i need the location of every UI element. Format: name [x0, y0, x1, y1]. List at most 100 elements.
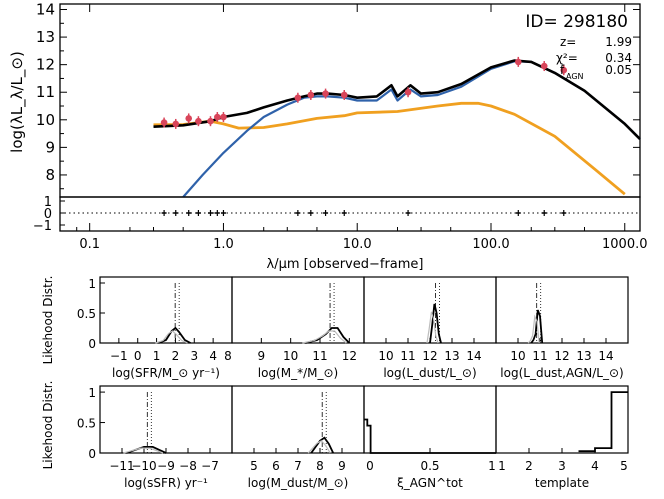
likelihood-y-tick-label: 1 [88, 386, 96, 400]
likelihood-x-tick-label: 5 [250, 459, 258, 473]
sed-x-tick-label: 1000.0 [602, 237, 648, 252]
sed-y-tick-label: 10 [36, 111, 55, 129]
likelihood-x-tick-label: 1 [153, 349, 161, 363]
likelihood-x-axis-label: log(SFR/M_⊙ yr⁻¹) [112, 366, 220, 380]
likelihood-x-tick-label: 0 [366, 459, 374, 473]
photometry-point [340, 89, 348, 100]
likelihood-prior-histogram [123, 447, 164, 454]
residual-point [341, 210, 347, 216]
likelihood-x-tick-label: 2 [172, 349, 180, 363]
sed-photometry [160, 56, 568, 129]
likelihood-frame [231, 385, 365, 454]
sed-chi2-value: 0.34 [605, 51, 632, 65]
sed-x-ticks: 0.1 1.0 10.0 100.0 1000.0 [76, 4, 648, 252]
likelihood-prior-histogram [302, 330, 347, 344]
residual-point [515, 210, 521, 216]
likelihood-frame [231, 276, 365, 344]
photometry-point [294, 92, 302, 103]
likelihood-x-tick-label: 11 [400, 349, 415, 363]
sed-y-tick-label: 14 [36, 1, 55, 19]
residual-y-tick-label: 0 [44, 207, 52, 222]
photometry-point [540, 61, 548, 72]
likelihood-x-tick-label: 14 [466, 349, 481, 363]
likelihood-histogram [429, 303, 442, 344]
likelihood-x-tick-label: 8 [224, 349, 232, 363]
likelihood-y-label-bottom: Likehood Distr. [41, 381, 55, 470]
residual-point [207, 210, 213, 216]
likelihood-x-tick-label: 3 [558, 459, 566, 473]
sed-panel: 14 13 12 11 10 9 8 ID= 298180 z= 1.99 χ²= 0.34… [8, 1, 641, 198]
sed-curves [153, 59, 641, 198]
likelihood-x-tick-label: 14 [598, 349, 613, 363]
photometry-point [404, 87, 412, 98]
likelihood-x-tick-label: 7 [294, 459, 302, 473]
sed-y-tick-label: 11 [36, 83, 55, 101]
likelihood-x-axis-label: log(L_dust,AGN/L_⊙) [500, 366, 623, 380]
sed-x-tick-label: 10.0 [343, 237, 372, 252]
residual-points [161, 210, 567, 216]
likelihood-histogram [578, 391, 628, 453]
residual-frame [59, 196, 641, 232]
likelihood-prior-histogram [155, 330, 188, 344]
sed-y-ticks: 14 13 12 11 10 9 8 [36, 1, 640, 190]
likelihood-x-tick-label: 1 [498, 459, 506, 473]
likelihood-x-tick-label: 4 [209, 349, 217, 363]
likelihood-histogram [364, 418, 496, 454]
residual-y-tick-label: −1 [33, 219, 52, 234]
likelihood-frame [99, 276, 233, 344]
likelihood-x-tick-label: 6 [272, 459, 280, 473]
likelihood-x-tick-label: −8 [179, 459, 197, 473]
likelihood-frame [363, 385, 497, 454]
likelihood-panel: 1 2 3 4 5 template [495, 385, 629, 490]
photometry-point [195, 116, 202, 127]
sed-chi2-label: χ²= [556, 51, 578, 65]
likelihood-panel: 0 0.5 1 ξ_AGN^tot [363, 385, 497, 490]
sed-curve-orange [153, 101, 626, 196]
likelihood-panel: 9 10 11 12 log(M_*/M_⊙) [231, 276, 365, 380]
residual-point [541, 210, 547, 216]
sed-x-tick-label: 100.0 [472, 237, 509, 252]
sed-y-tick-label: 8 [45, 166, 55, 184]
photometry-point [172, 118, 180, 129]
likelihood-x-tick-label: 1 [488, 459, 496, 473]
sed-fagn-label: f [560, 63, 565, 77]
photometry-point [220, 112, 227, 123]
sed-fagn-sub: AGN [566, 72, 584, 81]
sed-id-label: ID= 298180 [525, 12, 628, 32]
photometry-point [514, 56, 522, 67]
sed-fagn-value: 0.05 [605, 63, 632, 77]
sed-y-axis-label: log(λL_λ/L_⊙) [8, 51, 27, 153]
sed-z-value: 1.99 [605, 35, 632, 49]
likelihood-x-tick-label: −10 [131, 459, 156, 473]
likelihood-x-tick-label: 13 [444, 349, 459, 363]
residual-point [195, 210, 201, 216]
likelihood-x-tick-label: −1 [110, 349, 128, 363]
sed-y-tick-label: 12 [36, 56, 55, 74]
likelihood-x-tick-label: 0 [134, 349, 142, 363]
likelihood-x-tick-label: 12 [554, 349, 569, 363]
photometry-point [322, 88, 329, 99]
sed-x-axis-label: λ/μm [observed−frame] [267, 257, 424, 272]
likelihood-x-tick-label: 10 [378, 349, 393, 363]
residual-panel: 10−1 0.1 1.0 10.0 100.0 1000.0 λ/μm [observe… [33, 4, 648, 272]
likelihood-x-tick-label: 4 [591, 459, 599, 473]
likelihood-panel: −11−10 −9 −8 −7 1 0.5 0 log(sSFR) yr⁻¹ [77, 385, 233, 490]
likelihood-x-tick-label: 13 [576, 349, 591, 363]
likelihood-y-tick-label: 0.5 [77, 417, 96, 431]
likelihood-histogram [305, 327, 350, 344]
likelihood-panel: 5 6 7 8 9 log(M_dust/M_⊙) [231, 385, 365, 490]
likelihood-prior-histogram [426, 311, 439, 344]
sed-curve-black [153, 59, 641, 141]
residual-point [220, 210, 226, 216]
sed-y-tick-label: 9 [45, 138, 55, 156]
sed-z-label: z= [560, 35, 576, 49]
likelihood-x-tick-label: 9 [338, 459, 346, 473]
likelihood-panel: 10 11 12 13 14 log(L_dust/L_⊙) [363, 276, 497, 380]
likelihood-y-label-top: Likehood Distr. [41, 276, 55, 365]
likelihood-y-tick-label: 0 [88, 447, 96, 461]
residual-point [323, 210, 329, 216]
sed-x-tick-label: 1.0 [213, 237, 234, 252]
residual-point [308, 210, 314, 216]
